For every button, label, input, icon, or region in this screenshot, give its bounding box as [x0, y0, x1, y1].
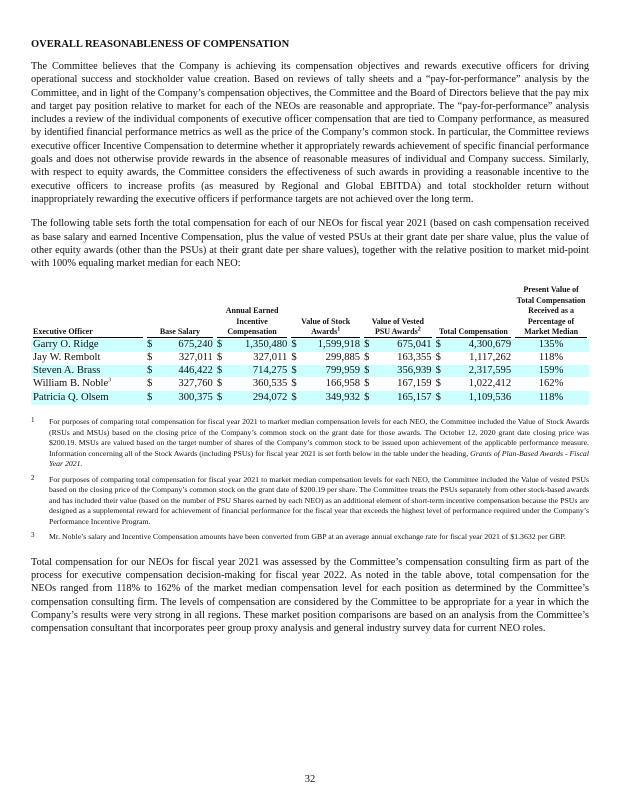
cell-percentage: 162% — [538, 377, 564, 389]
currency-symbol: $ — [145, 339, 159, 353]
currency-symbol: $ — [362, 364, 376, 378]
table-row: William B. Noble3 $327,760 $360,535 $166,95… — [31, 377, 589, 391]
header-stock-awards: Value of Stock Awards1 — [289, 285, 362, 339]
header-base-salary: Base Salary — [145, 285, 215, 339]
currency-symbol: $ — [362, 391, 376, 406]
cell-base: 300,375 — [158, 391, 215, 406]
paragraph-total-compensation: Total compensation for our NEOs for fisc… — [31, 556, 589, 635]
cell-percentage: 118% — [538, 352, 564, 364]
currency-symbol: $ — [147, 377, 153, 389]
currency-symbol: $ — [145, 391, 159, 406]
cell-incentive: 360,535 — [252, 377, 288, 389]
cell-total: 1,109,536 — [446, 391, 514, 406]
paragraph-reasonableness: The Committee believes that the Company … — [31, 61, 589, 205]
cell-psu: 356,939 — [375, 364, 434, 378]
footnote-number: 3 — [31, 531, 35, 540]
header-incentive: Annual Earned Incentive Compensation — [215, 285, 289, 339]
currency-symbol: $ — [147, 352, 153, 364]
currency-symbol: $ — [216, 377, 223, 389]
cell-stock: 799,959 — [302, 364, 363, 378]
header-psu-awards: Value of Vested PSU Awards2 — [362, 285, 434, 339]
footnote-number: 1 — [31, 416, 35, 425]
currency-symbol: $ — [289, 391, 303, 406]
cell-incentive: 327,011 — [253, 352, 288, 364]
currency-symbol: $ — [216, 352, 223, 364]
cell-stock: 1,599,918 — [302, 339, 363, 353]
currency-symbol: $ — [362, 339, 376, 353]
currency-symbol: $ — [214, 391, 229, 406]
currency-symbol: $ — [289, 339, 303, 353]
footnote: 1 For purposes of comparing total compens… — [31, 416, 589, 470]
footnote-text: For purposes of comparing total compensa… — [49, 417, 589, 458]
officer-name: Jay W. Rembolt — [33, 352, 101, 364]
currency-symbol: $ — [433, 364, 447, 378]
cell-percentage: 159% — [513, 364, 589, 378]
footnote-italic: Grants of Plan-Based Awards - Fiscal Yea… — [49, 448, 589, 469]
page-number: 32 — [304, 774, 316, 785]
cell-percentage: 135% — [513, 339, 589, 353]
cell-base: 327,760 — [178, 377, 213, 389]
officer-name: Garry O. Ridge — [31, 339, 146, 353]
currency-symbol: $ — [214, 364, 229, 378]
cell-stock: 166,958 — [325, 377, 361, 389]
currency-symbol: $ — [214, 339, 229, 353]
currency-symbol: $ — [364, 377, 370, 389]
currency-symbol: $ — [291, 377, 297, 389]
cell-base: 446,422 — [158, 364, 215, 378]
footnote-text: Mr. Noble’s salary and Incentive Compens… — [49, 532, 566, 542]
table-row: Steven A. Brass $446,422 $714,275 $799,959 $… — [31, 364, 589, 378]
cell-stock: 349,932 — [302, 391, 363, 406]
table-row: Garry O. Ridge $675,240 $1,350,480 $1,599,9… — [31, 339, 589, 353]
currency-symbol: $ — [145, 364, 159, 378]
table-row: Jay W. Rembolt $327,011 $327,011 $299,885 $1… — [31, 352, 589, 365]
paragraph-table-intro: The following table sets forth the total… — [31, 218, 589, 270]
cell-psu: 165,157 — [375, 391, 434, 406]
table-row: Patricia Q. Olsem $300,375 $294,072 $349,93… — [31, 391, 589, 406]
cell-psu: 675,041 — [375, 339, 434, 353]
header-total: Total Compensation — [434, 285, 514, 339]
cell-percentage: 118% — [513, 391, 589, 406]
cell-total: 1,022,412 — [468, 377, 512, 389]
footnote: 2 For purposes of comparing total compens… — [31, 473, 589, 528]
table-header-row: Executive Officer Base Salary Annual Ear… — [31, 285, 589, 339]
officer-name: William B. Noble3 — [33, 377, 112, 389]
currency-symbol: $ — [289, 364, 303, 378]
cell-incentive: 294,072 — [228, 391, 290, 406]
currency-symbol: $ — [433, 391, 447, 406]
currency-symbol: $ — [435, 377, 441, 389]
currency-symbol: $ — [364, 352, 370, 364]
cell-incentive: 1,350,480 — [228, 339, 290, 353]
cell-total: 1,117,262 — [469, 352, 512, 364]
header-percentage: Present Value of Total Compensation Rece… — [513, 285, 589, 339]
currency-symbol: $ — [291, 352, 297, 364]
section-heading: OVERALL REASONABLENESS OF COMPENSATION — [31, 39, 290, 50]
officer-name: Patricia Q. Olsem — [31, 391, 146, 406]
footnote-number: 2 — [31, 473, 35, 482]
cell-psu: 163,355 — [397, 352, 432, 364]
compensation-table: Executive Officer Base Salary Annual Ear… — [31, 285, 589, 406]
currency-symbol: $ — [433, 339, 447, 353]
cell-incentive: 714,275 — [228, 364, 290, 378]
footnotes: 1 For purposes of comparing total compens… — [31, 416, 589, 548]
cell-base: 675,240 — [158, 339, 215, 353]
footnote-text: For purposes of comparing total compensa… — [49, 474, 589, 526]
officer-name: Steven A. Brass — [31, 364, 146, 378]
footnote: 3 Mr. Noble’s salary and Incentive Compen… — [31, 531, 589, 543]
header-executive-officer: Executive Officer — [31, 285, 145, 339]
cell-stock: 299,885 — [325, 352, 361, 364]
cell-total: 2,317,595 — [446, 364, 514, 378]
cell-total: 4,300,679 — [446, 339, 514, 353]
cell-psu: 167,159 — [397, 377, 432, 389]
cell-base: 327,011 — [178, 352, 213, 364]
currency-symbol: $ — [435, 352, 441, 364]
